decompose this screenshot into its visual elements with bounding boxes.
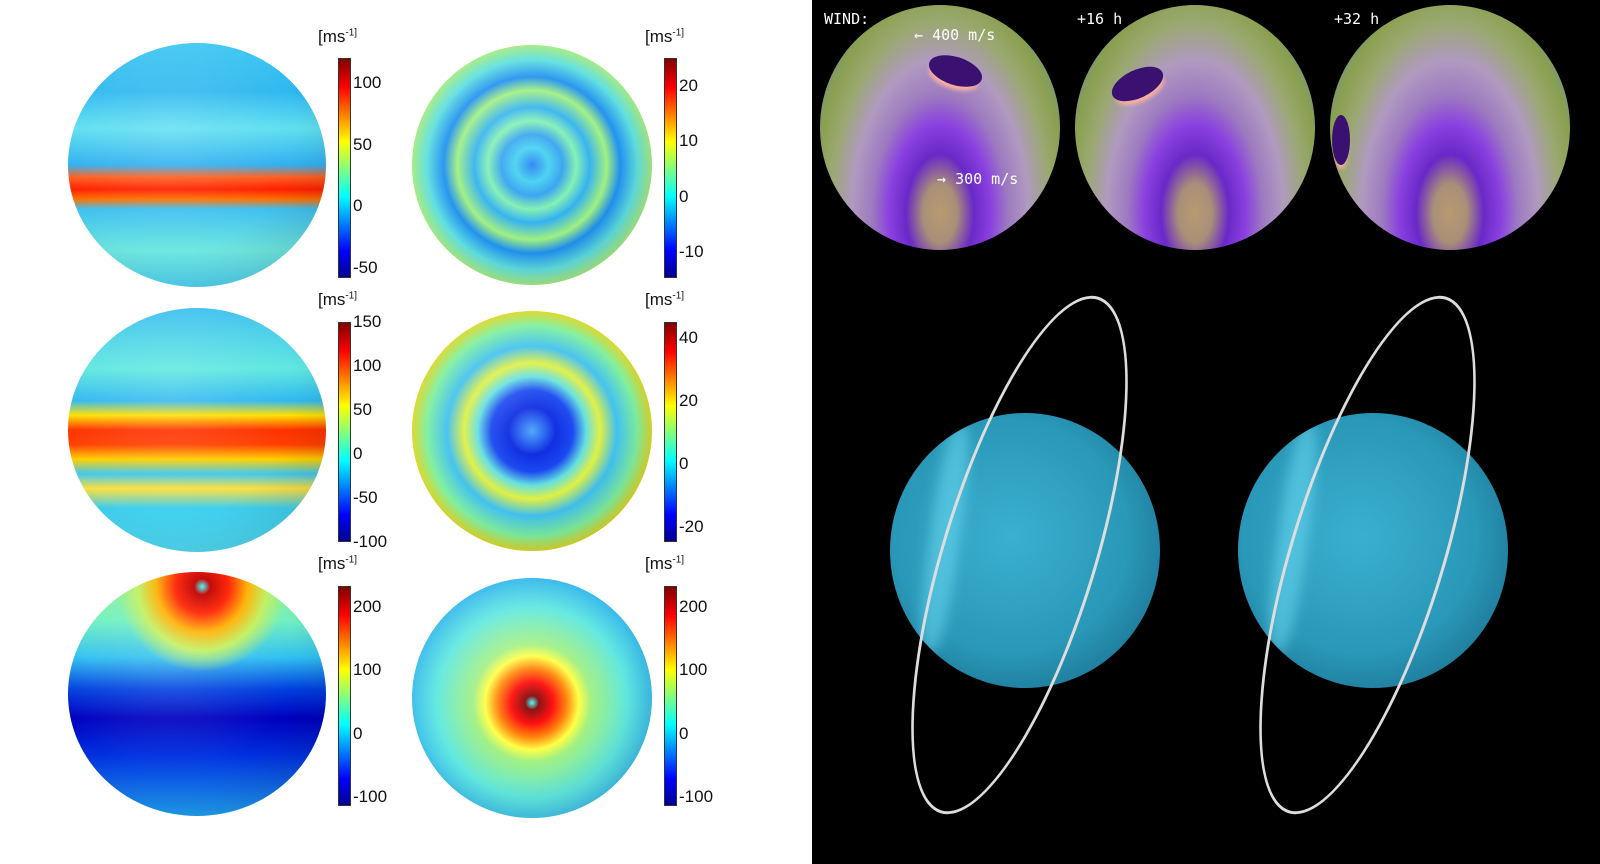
tick-label: 150 bbox=[353, 312, 382, 331]
unit-label: [ms-1] bbox=[318, 554, 358, 573]
tick-label: 20 bbox=[679, 391, 698, 410]
tick-label: -10 bbox=[679, 242, 704, 261]
colorbar-row3-right bbox=[664, 586, 677, 806]
tick-label: 40 bbox=[679, 328, 698, 347]
tick-label: -20 bbox=[679, 517, 704, 536]
unit-label: [ms-1] bbox=[318, 290, 358, 309]
tick-label: 100 bbox=[353, 660, 382, 679]
tick-label: -100 bbox=[679, 787, 714, 806]
tick-label: 100 bbox=[353, 73, 382, 92]
globe-row3 bbox=[68, 572, 326, 816]
tick-label: 10 bbox=[679, 131, 698, 150]
tick-label: 0 bbox=[679, 454, 689, 473]
tick-label: 0 bbox=[679, 187, 689, 206]
tick-label: -100 bbox=[353, 787, 388, 806]
unit-label: [ms-1] bbox=[318, 27, 358, 46]
dark-spot bbox=[1106, 59, 1169, 109]
tick-label: 100 bbox=[679, 660, 708, 679]
observation-panel: WIND: ← 400 m/s → 300 m/s +16 h +32 h bbox=[812, 0, 1600, 864]
time-label-16h: +16 h bbox=[1077, 10, 1123, 28]
polar-disk-row2 bbox=[412, 311, 652, 551]
neptune-image-1 bbox=[820, 5, 1060, 250]
tick-label: -50 bbox=[353, 488, 378, 507]
wind-label: WIND: bbox=[824, 10, 870, 28]
tick-label: 0 bbox=[353, 724, 363, 743]
tick-label: -100 bbox=[353, 532, 388, 551]
tick-label: 50 bbox=[353, 400, 372, 419]
unit-label: [ms-1] bbox=[645, 27, 685, 46]
tick-label: 0 bbox=[353, 196, 363, 215]
tick-label: 200 bbox=[679, 597, 708, 616]
colorbar-row1-right bbox=[664, 58, 677, 278]
globe-row1 bbox=[68, 43, 326, 287]
unit-label: [ms-1] bbox=[645, 290, 685, 309]
colorbar-row2-right bbox=[664, 322, 677, 542]
dark-spot bbox=[1332, 115, 1350, 165]
polar-disk-row1 bbox=[412, 45, 652, 285]
tick-label: -50 bbox=[353, 258, 378, 277]
arrow-400-label: ← 400 m/s bbox=[914, 26, 996, 44]
unit-label: [ms-1] bbox=[645, 554, 685, 573]
dark-spot bbox=[925, 49, 986, 93]
tick-label: 100 bbox=[353, 356, 382, 375]
polar-disk-row3 bbox=[412, 578, 652, 818]
tick-label: 200 bbox=[353, 597, 382, 616]
tick-label: 50 bbox=[353, 135, 372, 154]
neptune-image-2 bbox=[1075, 5, 1315, 250]
tick-label: 20 bbox=[679, 76, 698, 95]
time-label-32h: +32 h bbox=[1334, 10, 1380, 28]
uranus-image-2 bbox=[1238, 413, 1508, 688]
uranus-image-1 bbox=[890, 413, 1160, 688]
simulation-panel: [ms-1] [ms-1] [ms-1] [ms-1] [ms-1] [ms-1… bbox=[68, 27, 714, 818]
tick-label: 0 bbox=[353, 444, 363, 463]
colorbar-row2-left bbox=[338, 322, 351, 542]
colorbar-row3-left bbox=[338, 586, 351, 806]
tick-label: 0 bbox=[679, 724, 689, 743]
arrow-300-label: → 300 m/s bbox=[937, 170, 1019, 188]
neptune-image-3 bbox=[1330, 5, 1570, 250]
globe-row2 bbox=[68, 308, 326, 552]
colorbar-row1-left bbox=[338, 58, 351, 278]
